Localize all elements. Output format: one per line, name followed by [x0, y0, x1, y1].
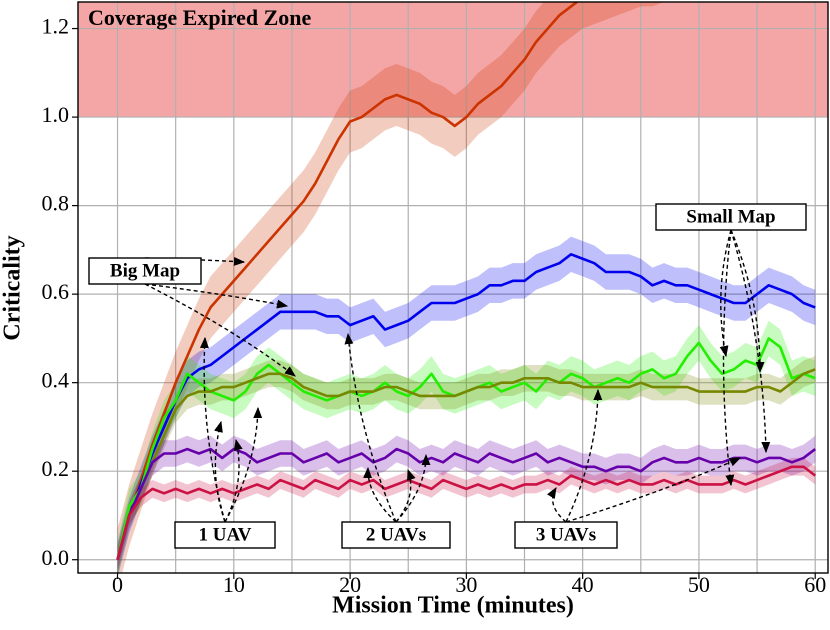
annotation-arrow	[395, 453, 431, 523]
series-line	[116, 2, 579, 561]
annotation-arrow	[344, 332, 397, 523]
plot-frame	[77, 1, 829, 574]
confidence-band	[117, 356, 816, 573]
series-line	[116, 447, 816, 561]
expired-zone	[78, 2, 828, 118]
series-line	[116, 253, 816, 561]
x-tick-label: 20	[339, 572, 361, 597]
annotation-arrow	[722, 229, 735, 487]
annotation-arrow	[730, 229, 771, 454]
annotation-label: Small Map	[686, 206, 775, 227]
y-axis-label: Criticality	[0, 235, 26, 340]
annotation-label: 3 UAVs	[536, 524, 596, 545]
y-tick-label: 1.0	[42, 102, 70, 127]
annotation-arrow	[144, 283, 296, 377]
x-tick-label: 60	[804, 572, 826, 597]
y-tick-label: 0.4	[42, 368, 70, 393]
x-tick-label: 50	[688, 572, 710, 597]
annotation-arrow	[565, 388, 603, 523]
annotation-box	[514, 521, 618, 549]
x-tick-label: 40	[572, 572, 594, 597]
y-tick-label: 0.6	[42, 279, 70, 304]
x-axis-label: Mission Time (minutes)	[332, 593, 574, 619]
annotation-arrow	[144, 256, 246, 266]
annotation-box	[341, 521, 451, 549]
y-tick-label: 1.2	[42, 14, 70, 39]
annotation-box	[655, 203, 807, 231]
y-tick-label: 0.2	[42, 456, 70, 481]
annotation-label: 2 UAVs	[366, 524, 426, 545]
annotation-box	[88, 257, 202, 285]
plot-lines	[116, 2, 816, 573]
annotation-arrow	[730, 229, 765, 374]
annotation-label: 1 UAV	[199, 524, 252, 545]
y-tick-label: 0.0	[42, 545, 70, 570]
annotation-box	[174, 521, 276, 549]
annotation-arrow	[214, 420, 226, 523]
series-line	[116, 368, 816, 561]
annotation-label: Big Map	[110, 260, 180, 281]
annotation-arrow	[395, 468, 416, 523]
confidence-band	[117, 236, 816, 573]
x-tick-label: 10	[223, 572, 245, 597]
annotation-arrow	[565, 457, 742, 523]
annotation-arrow	[224, 406, 263, 523]
y-tick-label: 0.8	[42, 191, 70, 216]
series-line	[116, 465, 816, 561]
annotation-arrow	[363, 466, 397, 523]
x-tick-label: 0	[112, 572, 123, 597]
annotation-arrow	[547, 487, 567, 523]
annotation-arrow	[144, 283, 289, 309]
zone-label: Coverage Expired Zone	[88, 5, 311, 30]
x-tick-label: 30	[455, 572, 477, 597]
